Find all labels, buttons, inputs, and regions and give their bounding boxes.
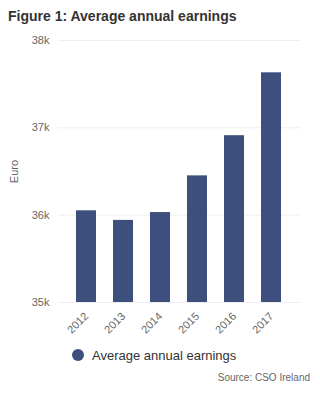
- svg-text:35k: 35k: [32, 296, 50, 308]
- html-text:Average annual earnings: Average annual earnings: [92, 347, 237, 363]
- svg-text:2012: 2012: [65, 310, 91, 336]
- html-text:Figure 1: Average annual earni: Figure 1: Average annual earnings: [8, 8, 237, 24]
- html-text:Source: CSO Ireland: Source: CSO Ireland: [217, 372, 310, 383]
- svg-text:2014: 2014: [139, 310, 165, 336]
- svg-text:38k: 38k: [32, 34, 50, 46]
- svg-text:2013: 2013: [102, 310, 128, 336]
- svg-text:36k: 36k: [32, 209, 50, 221]
- svg-text:37k: 37k: [32, 121, 50, 133]
- svg-text:2016: 2016: [213, 310, 239, 336]
- svg-text:2017: 2017: [250, 310, 276, 336]
- svg-text:Euro: Euro: [8, 160, 20, 183]
- svg-text:2015: 2015: [176, 310, 202, 336]
